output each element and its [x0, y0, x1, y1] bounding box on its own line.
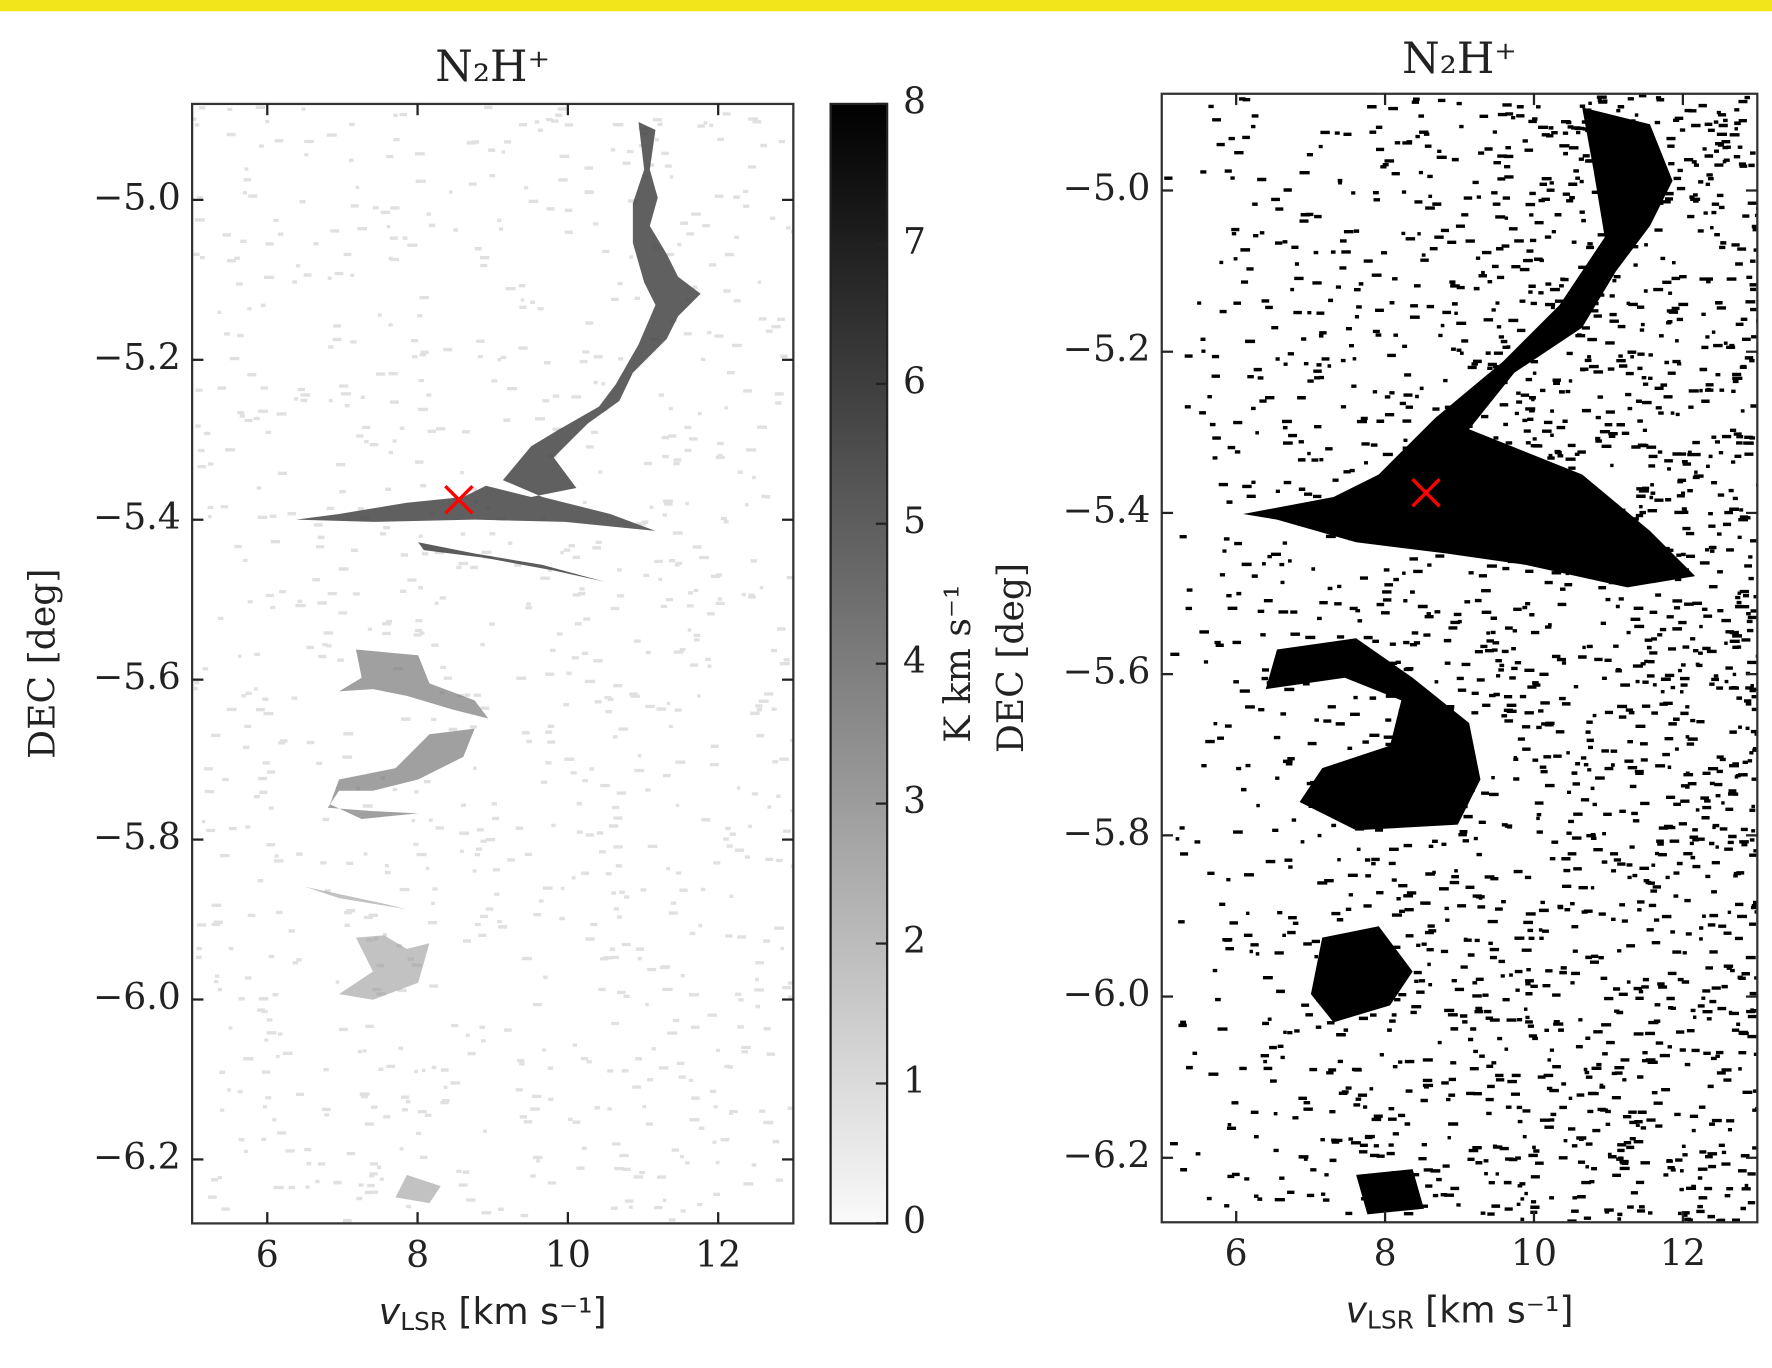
emission	[1243, 107, 1696, 1215]
colorbar-tick-label: 7	[903, 219, 926, 262]
y-tick-label: −6.0	[1063, 972, 1151, 1015]
colorbar-tick-label: 6	[903, 359, 926, 402]
y-tick-label: −6.2	[93, 1135, 181, 1178]
x-label-subscript: LSR	[400, 1307, 447, 1336]
y-tick-label: −6.0	[93, 975, 181, 1018]
y-tick-label: −5.2	[93, 335, 181, 378]
y-tick-label: −5.2	[1063, 327, 1151, 370]
y-tick-label: −5.0	[93, 175, 181, 218]
colorbar-tick-label: 0	[903, 1199, 926, 1242]
x-tick-label: 8	[1374, 1232, 1397, 1275]
colorbar-tick-label: 8	[903, 79, 926, 122]
x-tick-label: 6	[256, 1233, 279, 1276]
top-bar	[0, 0, 1772, 12]
y-tick-label: −6.2	[1063, 1133, 1151, 1176]
chart-title: N₂H⁺	[435, 42, 550, 92]
y-tick-label: −5.8	[1063, 811, 1151, 854]
x-tick-label: 6	[1225, 1232, 1248, 1275]
x-label-unit: [km s⁻¹]	[458, 1290, 606, 1333]
y-tick-label: −5.0	[1063, 166, 1151, 209]
emission-left	[192, 105, 794, 1223]
y-axis-label: DEC [deg]	[21, 569, 64, 759]
chart-title: N₂H⁺	[1402, 34, 1517, 84]
x-label-subscript: LSR	[1367, 1306, 1414, 1335]
x-axis-label: vLSR [km s⁻¹]	[1346, 1289, 1574, 1335]
marker	[444, 484, 474, 515]
x-label-symbol: v	[1346, 1289, 1368, 1332]
x-label-unit: [km s⁻¹]	[1425, 1289, 1573, 1332]
emission	[305, 886, 441, 1204]
colorbar-tick-label: 3	[903, 779, 926, 822]
plot-frame	[1160, 92, 1759, 1224]
x-tick-label: 12	[695, 1233, 741, 1276]
y-axis-label: DEC [deg]	[989, 563, 1032, 753]
emission	[296, 122, 701, 531]
marker	[1411, 478, 1441, 508]
y-tick-label: −5.8	[93, 815, 181, 858]
emission	[418, 542, 605, 582]
x-label-symbol: v	[379, 1290, 401, 1333]
plot-frame	[190, 102, 795, 1225]
colorbar-tick-label: 2	[903, 919, 926, 962]
noise	[1164, 93, 1758, 1223]
colorbar-label: K km s⁻¹	[936, 585, 979, 743]
x-tick-label: 10	[1511, 1232, 1557, 1275]
y-tick-label: −5.6	[93, 655, 181, 698]
colorbar-tick-label: 4	[903, 639, 926, 682]
x-tick-label: 12	[1660, 1232, 1706, 1275]
x-tick-label: 10	[545, 1233, 591, 1276]
x-tick-label: 8	[406, 1233, 429, 1276]
emission-right	[1164, 93, 1758, 1223]
colorbar-tick-label: 5	[903, 499, 926, 542]
y-tick-label: −5.4	[1063, 488, 1151, 531]
colorbar-tick-label: 1	[903, 1059, 926, 1102]
x-axis-label: vLSR [km s⁻¹]	[379, 1290, 607, 1336]
emission	[327, 649, 489, 819]
noise	[192, 105, 794, 1223]
y-tick-label: −5.6	[1063, 650, 1151, 693]
y-tick-label: −5.4	[93, 495, 181, 538]
